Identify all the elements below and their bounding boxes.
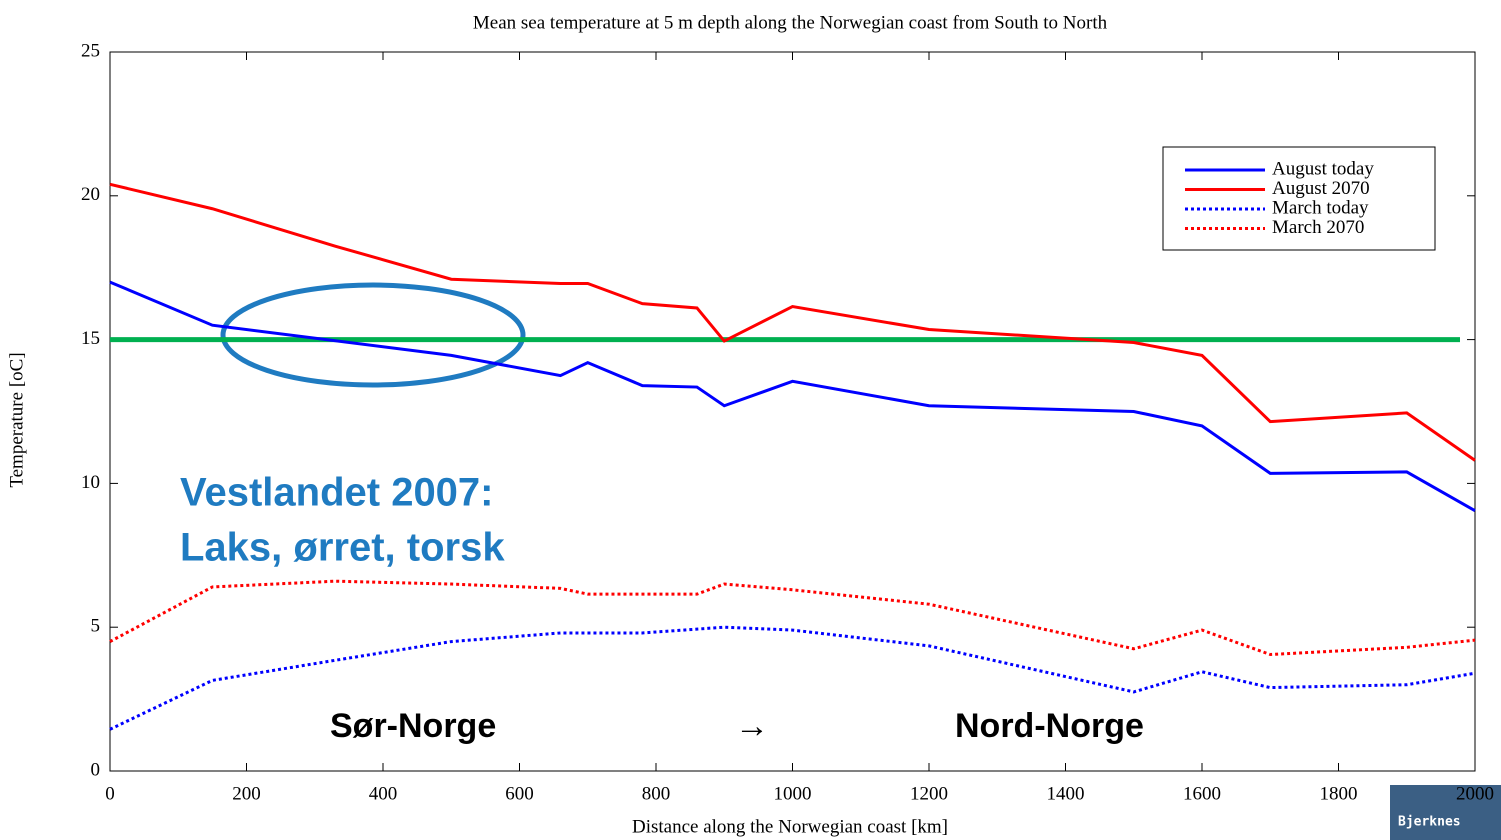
series-line [109, 182, 1476, 462]
series-line [109, 625, 1476, 731]
y-tick-label: 20 [81, 184, 100, 205]
annotation: Nord-Norge [955, 707, 1144, 745]
y-tick-label: 0 [91, 759, 101, 780]
y-tick-label: 10 [81, 472, 100, 493]
x-tick-label: 800 [642, 783, 671, 804]
x-tick-label: 1400 [1047, 783, 1085, 804]
legend-label: March 2070 [1272, 217, 1364, 238]
legend-label: March today [1272, 197, 1369, 218]
annotation: Sør-Norge [330, 707, 496, 745]
x-tick-label: 2000 [1456, 783, 1494, 804]
x-tick-label: 1200 [910, 783, 948, 804]
annotation: → [735, 707, 769, 745]
x-tick-label: 1000 [774, 783, 812, 804]
legend-label: August today [1272, 158, 1374, 179]
y-tick-label: 15 [81, 328, 100, 349]
x-axis-label: Distance along the Norwegian coast [km] [632, 816, 948, 837]
y-tick-label: 25 [81, 40, 100, 61]
logo [1390, 785, 1501, 840]
highlight-ellipse [220, 282, 526, 388]
x-tick-label: 400 [369, 783, 398, 804]
logo-text: Bjerknes [1398, 815, 1461, 830]
x-tick-label: 600 [505, 783, 534, 804]
x-tick-label: 200 [232, 783, 261, 804]
x-tick-label: 1800 [1320, 783, 1358, 804]
annotation: Laks, ørret, torsk [180, 526, 505, 570]
y-axis-label: Temperature [oC] [6, 352, 27, 487]
x-tick-label: 1600 [1183, 783, 1221, 804]
legend-label: August 2070 [1272, 178, 1370, 199]
chart-title: Mean sea temperature at 5 m depth along … [473, 12, 1108, 33]
series-line [109, 579, 1476, 657]
x-tick-label: 0 [105, 783, 115, 804]
legend-box [1162, 146, 1436, 251]
series-line [109, 280, 1476, 513]
y-tick-label: 5 [91, 616, 101, 637]
annotation: Vestlandet 2007: [180, 471, 494, 515]
